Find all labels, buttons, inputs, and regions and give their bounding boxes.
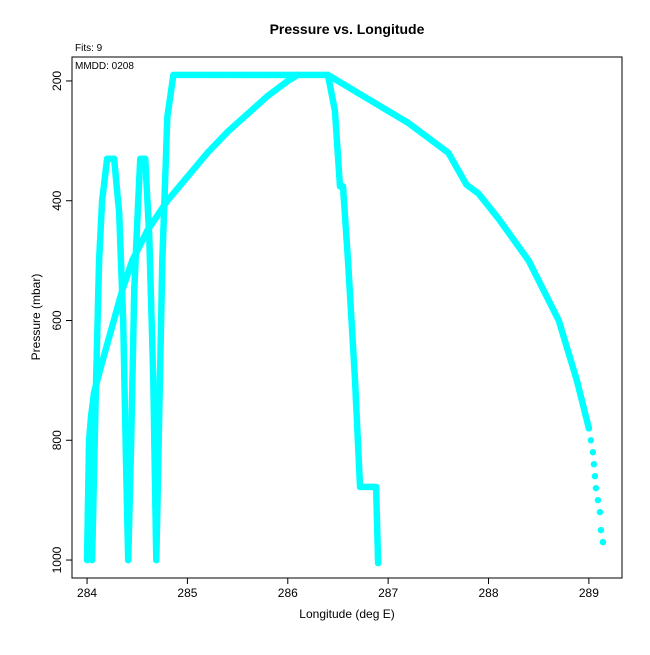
x-tick-label: 284 — [77, 586, 97, 600]
y-tick-label: 800 — [50, 430, 64, 450]
x-tick-label: 287 — [378, 586, 398, 600]
data-point — [591, 472, 599, 480]
mmdd-annotation: MMDD: 0208 — [75, 61, 134, 72]
data-point — [585, 425, 593, 432]
y-tick-label: 1000 — [50, 546, 64, 573]
x-tick-label: 288 — [478, 586, 498, 600]
data-point — [589, 449, 597, 456]
y-tick-label: 600 — [50, 310, 64, 330]
data-point — [587, 437, 595, 444]
y-tick-label: 400 — [50, 190, 64, 210]
chart-title: Pressure vs. Longitude — [270, 21, 425, 37]
x-axis-label: Longitude (deg E) — [299, 607, 394, 621]
y-tick-label: 200 — [50, 71, 64, 91]
x-tick-label: 285 — [177, 586, 197, 600]
y-axis-label: Pressure (mbar) — [29, 274, 43, 361]
data-point — [592, 484, 600, 492]
data-point — [594, 496, 602, 504]
x-tick-label: 289 — [579, 586, 599, 600]
plot-layer — [83, 71, 607, 567]
x-tick-label: 286 — [278, 586, 298, 600]
data-point — [590, 461, 598, 468]
data-point — [599, 538, 607, 546]
plot-frame — [71, 56, 623, 579]
data-point — [597, 526, 605, 534]
axis-layer: 284 285 286 287 288 289 200 400 600 800 1000 — [50, 71, 599, 600]
data-point — [596, 508, 604, 516]
data-point — [374, 559, 382, 567]
fits-annotation: Fits: 9 — [75, 43, 103, 54]
